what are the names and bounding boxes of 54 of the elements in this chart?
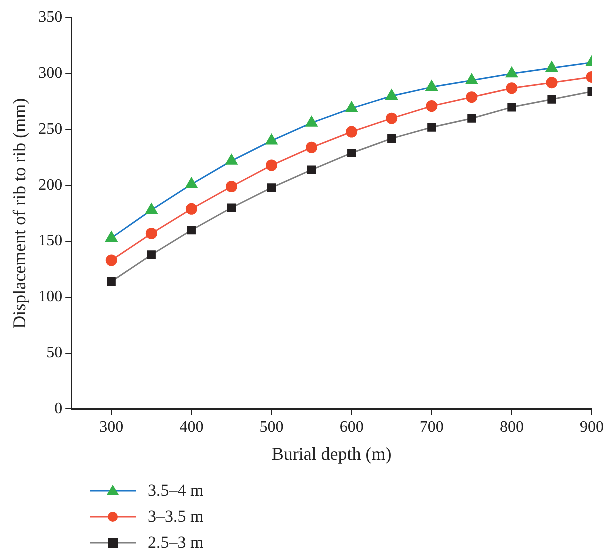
point (466, 92, 478, 104)
point (267, 184, 276, 192)
legend-label: 2.5–3 m (148, 533, 204, 553)
point (346, 102, 358, 112)
point (266, 134, 278, 145)
x-axis-title: Burial depth (m) (272, 444, 392, 464)
point (306, 116, 318, 127)
point (386, 89, 398, 100)
point (506, 82, 518, 94)
y-tick-label: 300 (38, 65, 63, 82)
y-tick-label: 150 (38, 232, 63, 250)
x-tick-label: 700 (420, 419, 444, 436)
legend-label: 3–3.5 m (148, 507, 204, 527)
x-tick-label: 900 (580, 419, 604, 436)
point (308, 166, 316, 174)
point (107, 277, 116, 286)
point (147, 250, 156, 260)
y-tick-label: 0 (54, 400, 63, 418)
x-tick-label: 600 (340, 419, 364, 436)
point (386, 112, 398, 124)
point (306, 142, 318, 154)
point (106, 254, 118, 266)
x-tick-label: 400 (180, 419, 204, 436)
y-tick-label: 100 (38, 288, 63, 306)
point (548, 95, 556, 104)
point (226, 181, 238, 193)
point (426, 80, 438, 92)
point (186, 178, 198, 188)
x-tick-label: 800 (500, 419, 524, 436)
point (428, 123, 436, 132)
x-tick-label: 500 (260, 419, 284, 436)
point (346, 126, 358, 138)
point (388, 134, 396, 143)
y-axis-title: Displacement of rib to rib (mm) (10, 98, 30, 329)
point (468, 114, 476, 123)
x-tick-label: 300 (100, 419, 124, 436)
point (506, 67, 518, 78)
point (187, 226, 196, 235)
point (546, 77, 558, 89)
point (227, 204, 236, 212)
y-tick-label: 250 (38, 120, 63, 138)
point (266, 160, 278, 172)
point (348, 148, 356, 158)
point (226, 154, 238, 165)
y-tick-label: 350 (38, 9, 63, 26)
point (146, 228, 158, 240)
point (466, 74, 478, 84)
point (186, 203, 198, 215)
legend-label: 3.5–4 m (148, 481, 204, 501)
point (426, 100, 438, 112)
y-tick-label: 200 (38, 176, 63, 194)
point (508, 103, 516, 112)
point (546, 62, 558, 72)
y-tick-label: 50 (46, 344, 63, 362)
